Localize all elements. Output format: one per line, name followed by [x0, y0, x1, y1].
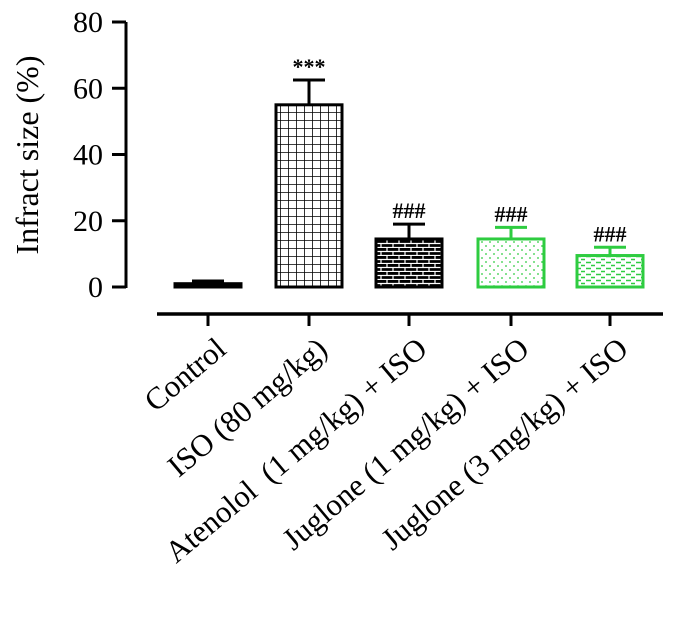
y-tick-label: 20 — [73, 205, 103, 238]
bars: *** ### ### ### — [173, 54, 645, 289]
y-tick-label: 80 — [73, 6, 103, 39]
significance-label: ### — [594, 221, 627, 246]
y-tick-label: 0 — [88, 271, 103, 304]
bar — [173, 282, 243, 289]
y-ticks: 0 20 40 60 80 — [73, 6, 126, 304]
x-tick-label: Control — [137, 331, 232, 419]
significance-label: ### — [495, 201, 528, 226]
significance-label: *** — [293, 54, 326, 79]
bar — [575, 254, 645, 289]
bar — [374, 237, 444, 289]
y-axis-title: Infract size (%) — [9, 56, 45, 255]
y-tick-label: 40 — [73, 139, 103, 172]
significance-label: ### — [393, 198, 426, 223]
bar — [476, 237, 546, 289]
y-tick-label: 60 — [73, 72, 103, 105]
bar — [274, 103, 344, 289]
